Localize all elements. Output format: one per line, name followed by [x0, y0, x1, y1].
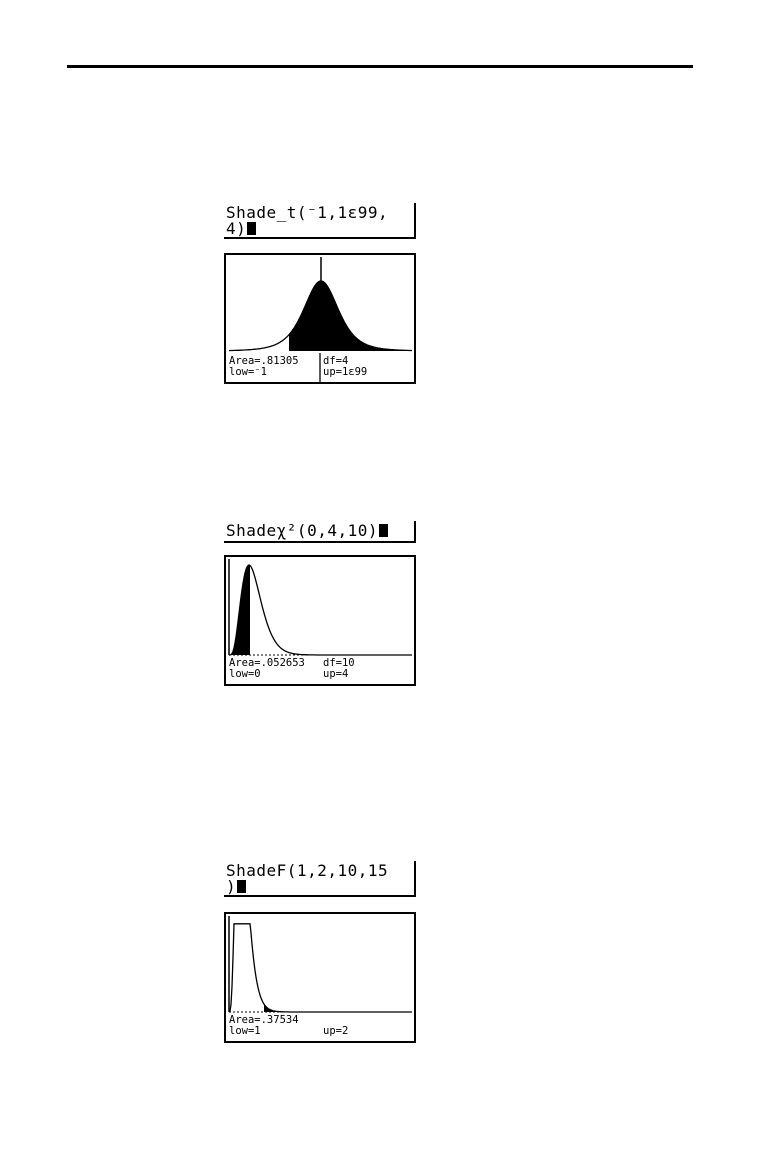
home-screen-shade-t: Shade_t(⁻1,1ɛ99, 4)	[224, 203, 416, 239]
command-line-1: ShadeF(1,2,10,15	[226, 861, 389, 880]
shaded-area-f	[264, 1004, 301, 1012]
cursor-block	[237, 880, 247, 893]
f-distribution-plot	[228, 916, 412, 1013]
area-value: Area=.37534	[229, 1014, 299, 1026]
cursor-block	[379, 524, 388, 537]
chi-square-plot	[228, 559, 412, 656]
f-curve	[228, 923, 412, 1013]
home-screen-shade-f: ShadeF(1,2,10,15 )	[224, 861, 416, 897]
df-value: df=10	[323, 657, 355, 669]
low-value: low=1	[229, 1025, 261, 1037]
command-line-2: 4)	[226, 221, 257, 237]
up-value: up=1ɛ99	[323, 366, 368, 378]
low-value: low=⁻1	[229, 366, 267, 378]
t-distribution-plot	[228, 257, 412, 382]
graph-screen-shade-f: Area=.37534 low=1 up=2	[224, 912, 416, 1043]
command-line-2: )	[226, 879, 247, 895]
up-value: up=4	[323, 668, 349, 680]
df-value: df=4	[323, 355, 349, 367]
shaded-area-t	[289, 281, 412, 351]
graph-screen-shade-chi2: Area=.052653 low=0 df=10 up=4	[224, 555, 416, 686]
area-value: Area=.81305	[229, 355, 299, 367]
chi2-curve	[229, 564, 412, 656]
low-value: low=0	[229, 668, 261, 680]
command-line-1: Shade_t(⁻1,1ɛ99,	[226, 203, 389, 222]
up-value: up=2	[323, 1025, 349, 1037]
area-value: Area=.052653	[229, 657, 305, 669]
home-screen-shade-chi2: Shadeχ²(0,4,10)	[224, 521, 416, 543]
cursor-block	[247, 222, 257, 235]
graph-screen-shade-t: Area=.81305 low=⁻1 df=4 up=1ɛ99	[224, 253, 416, 384]
header-rule	[67, 65, 693, 68]
command-line-1: Shadeχ²(0,4,10)	[226, 523, 388, 539]
